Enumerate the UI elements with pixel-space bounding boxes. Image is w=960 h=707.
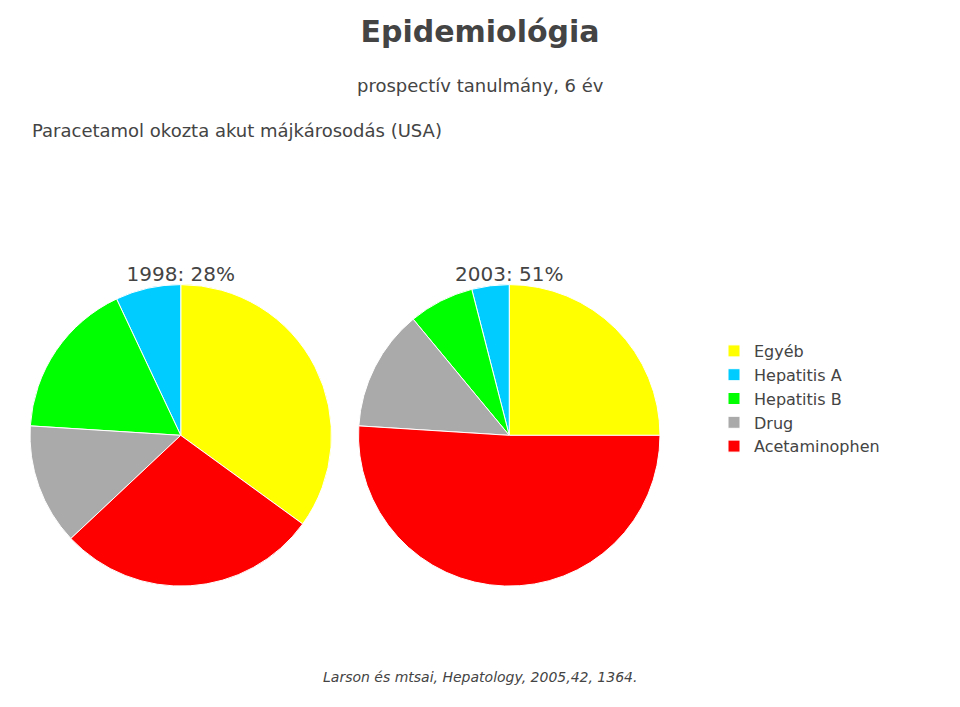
svg-text:Acetaminophen: Acetaminophen [754, 437, 880, 456]
svg-text:Hepatitis A: Hepatitis A [754, 366, 842, 385]
svg-text:1998: 28%: 1998: 28% [127, 262, 235, 286]
svg-text:Hepatitis B: Hepatitis B [754, 390, 842, 409]
svg-text:2003: 51%: 2003: 51% [455, 262, 563, 286]
svg-text:Larson és mtsai, Hepatology, 2: Larson és mtsai, Hepatology, 2005,42, 13… [323, 669, 637, 685]
svg-text:prospectív tanulmány, 6 év: prospectív tanulmány, 6 év [357, 75, 604, 96]
svg-text:Egyéb: Egyéb [754, 342, 804, 361]
svg-text:Paracetamol okozta akut májkár: Paracetamol okozta akut májkárosodás (US… [32, 120, 442, 141]
svg-text:Epidemiológia: Epidemiológia [360, 14, 599, 49]
svg-text:Drug: Drug [754, 414, 793, 433]
